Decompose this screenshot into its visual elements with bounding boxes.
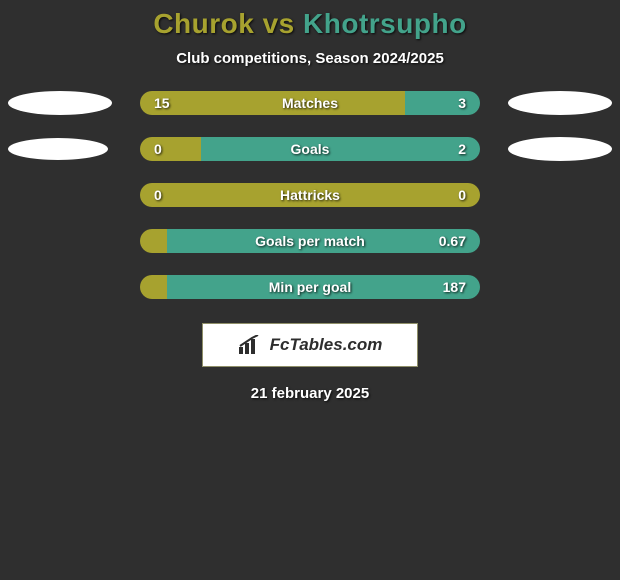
vs-separator: vs <box>254 8 303 39</box>
team-left-badge <box>8 91 112 115</box>
team-right-name: Khotrsupho <box>303 8 467 39</box>
team-left-name: Churok <box>153 8 254 39</box>
bar-overlay: 0 Goals 2 <box>140 137 480 161</box>
stat-row: 0 Hattricks 0 <box>0 183 620 207</box>
brand-text: FcTables.com <box>270 335 383 355</box>
stat-row: 0 Goals 2 <box>0 137 620 161</box>
page-title: Churok vs Khotrsupho <box>0 8 620 40</box>
team-right-badge <box>508 137 612 161</box>
stat-bar: 0 Goals 2 <box>140 137 480 161</box>
stat-rows: 15 Matches 3 0 Goals 2 <box>0 91 620 299</box>
stat-label: Hattricks <box>140 187 480 203</box>
stat-label: Matches <box>140 95 480 111</box>
stat-bar: Goals per match 0.67 <box>140 229 480 253</box>
stat-label: Min per goal <box>140 279 480 295</box>
stat-label: Goals <box>140 141 480 157</box>
bar-overlay: Goals per match 0.67 <box>140 229 480 253</box>
stat-row: Min per goal 187 <box>0 275 620 299</box>
stat-bar: Min per goal 187 <box>140 275 480 299</box>
bar-overlay: 0 Hattricks 0 <box>140 183 480 207</box>
brand-chart-icon <box>238 335 264 355</box>
date-text: 21 february 2025 <box>0 385 620 402</box>
stat-bar: 15 Matches 3 <box>140 91 480 115</box>
stat-label: Goals per match <box>140 233 480 249</box>
stat-bar: 0 Hattricks 0 <box>140 183 480 207</box>
team-right-badge <box>508 91 612 115</box>
stat-row: Goals per match 0.67 <box>0 229 620 253</box>
subtitle: Club competitions, Season 2024/2025 <box>0 50 620 67</box>
comparison-card: Churok vs Khotrsupho Club competitions, … <box>0 0 620 580</box>
team-left-badge <box>8 138 108 160</box>
brand-badge: FcTables.com <box>202 323 418 367</box>
bar-overlay: 15 Matches 3 <box>140 91 480 115</box>
stat-row: 15 Matches 3 <box>0 91 620 115</box>
bar-overlay: Min per goal 187 <box>140 275 480 299</box>
